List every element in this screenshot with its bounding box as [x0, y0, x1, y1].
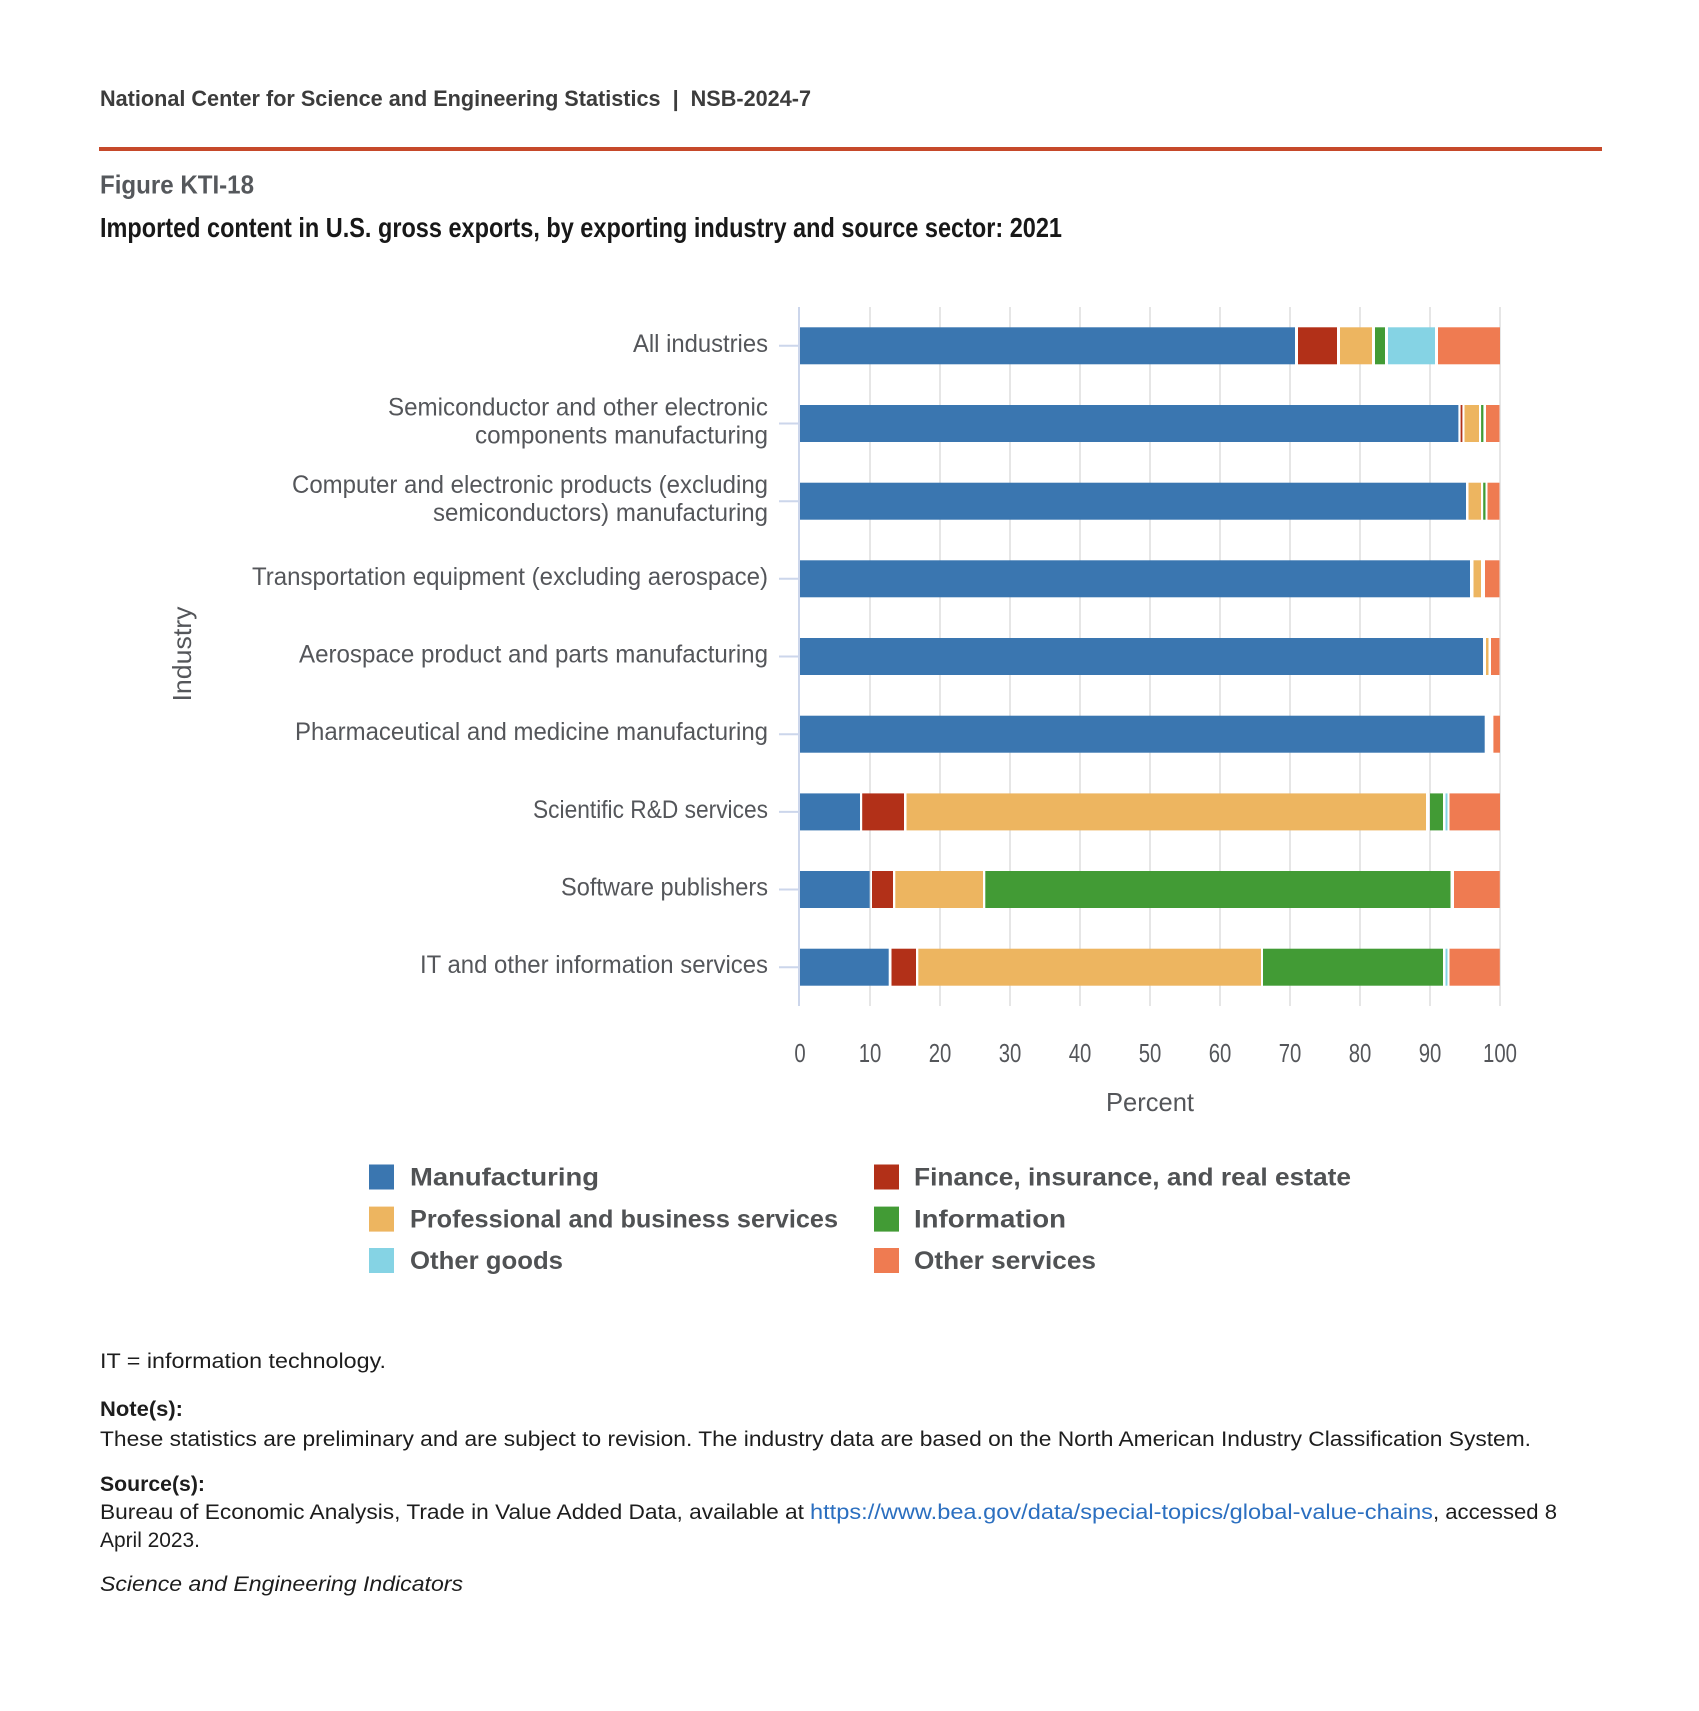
svg-text:60: 60 [1209, 1038, 1232, 1068]
svg-text:Industry: Industry [167, 607, 197, 702]
svg-text:Aerospace product and parts ma: Aerospace product and parts manufacturin… [299, 641, 768, 669]
svg-text:Note(s):: Note(s): [100, 1398, 183, 1421]
svg-text:100: 100 [1483, 1038, 1517, 1068]
svg-text:90: 90 [1419, 1038, 1442, 1068]
svg-text:50: 50 [1139, 1038, 1162, 1068]
svg-text:Computer and electronic produc: Computer and electronic products (exclud… [292, 471, 768, 499]
svg-text:IT = information technology.: IT = information technology. [100, 1350, 386, 1373]
svg-text:Software publishers: Software publishers [561, 874, 768, 902]
svg-text:Finance, insurance, and real e: Finance, insurance, and real estate [914, 1164, 1351, 1192]
svg-text:20: 20 [929, 1038, 952, 1068]
svg-text:IT and other information servi: IT and other information services [420, 951, 768, 979]
svg-text:10: 10 [859, 1038, 882, 1068]
svg-text:National Center for Science an: National Center for Science and Engineer… [100, 86, 811, 111]
svg-text:components manufacturing: components manufacturing [475, 422, 768, 450]
svg-text:Scientific R&D services: Scientific R&D services [533, 796, 768, 824]
svg-text:All industries: All industries [633, 330, 768, 358]
svg-text:Transportation equipment (excl: Transportation equipment (excluding aero… [252, 563, 768, 591]
svg-text:Pharmaceutical and medicine ma: Pharmaceutical and medicine manufacturin… [295, 718, 768, 746]
svg-text:April 2023.: April 2023. [100, 1529, 200, 1552]
svg-text:Professional and business serv: Professional and business services [410, 1206, 838, 1234]
svg-text:, accessed 8: , accessed 8 [1433, 1501, 1557, 1524]
svg-text:Semiconductor and other electr: Semiconductor and other electronic [388, 394, 768, 422]
svg-text:Imported content in U.S. gross: Imported content in U.S. gross exports, … [100, 212, 1062, 243]
svg-text:Source(s):: Source(s): [100, 1473, 205, 1496]
svg-text:semiconductors) manufacturing: semiconductors) manufacturing [433, 499, 768, 527]
svg-text:These statistics are prelimina: These statistics are preliminary and are… [100, 1428, 1531, 1451]
svg-text:Other services: Other services [914, 1247, 1096, 1275]
svg-text:0: 0 [794, 1038, 805, 1068]
svg-text:70: 70 [1279, 1038, 1302, 1068]
svg-text:Percent: Percent [1106, 1087, 1195, 1117]
svg-text:Other goods: Other goods [410, 1247, 563, 1275]
svg-text:Figure KTI-18: Figure KTI-18 [100, 170, 254, 200]
svg-text:Manufacturing: Manufacturing [410, 1164, 599, 1192]
svg-text:Information: Information [914, 1206, 1066, 1234]
svg-text:40: 40 [1069, 1038, 1092, 1068]
svg-text:Science and Engineering Indica: Science and Engineering Indicators [100, 1573, 464, 1596]
svg-text:80: 80 [1349, 1038, 1372, 1068]
svg-text:Bureau of Economic Analysis, T: Bureau of Economic Analysis, Trade in Va… [100, 1501, 804, 1524]
svg-text:30: 30 [999, 1038, 1022, 1068]
svg-text:https://www.bea.gov/data/speci: https://www.bea.gov/data/special-topics/… [810, 1501, 1433, 1524]
